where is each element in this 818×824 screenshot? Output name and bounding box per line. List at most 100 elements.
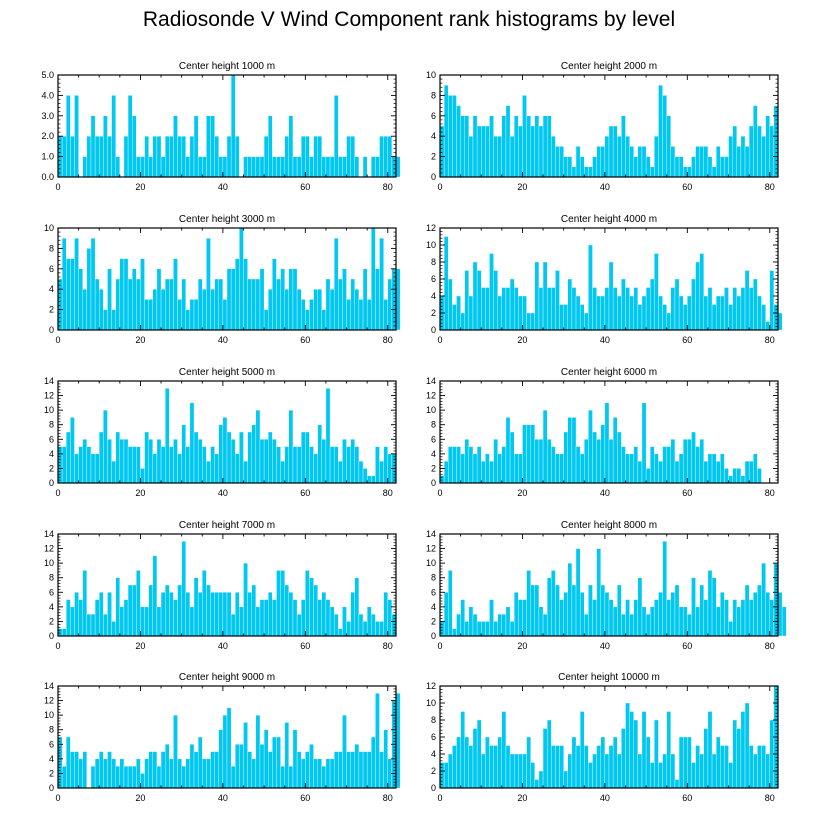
bar [617, 584, 622, 637]
bar [251, 156, 257, 178]
y-tick-label: 10 [426, 70, 436, 80]
bar [674, 460, 680, 484]
bar [753, 592, 758, 637]
bar [476, 621, 482, 637]
bar [777, 592, 783, 637]
bar [740, 136, 746, 178]
bar [111, 621, 116, 637]
bar [604, 753, 610, 789]
bar [173, 439, 178, 484]
bar [678, 295, 684, 331]
bar [575, 295, 581, 331]
bar [777, 312, 783, 331]
y-tick-label: 14 [44, 376, 54, 386]
y-tick-label: 8 [49, 725, 54, 735]
bar [284, 446, 290, 484]
bar [214, 453, 219, 484]
bar [695, 446, 700, 484]
bar [305, 309, 310, 331]
bar [152, 751, 158, 789]
bar [181, 765, 186, 789]
bar [127, 446, 133, 484]
bar [662, 541, 667, 637]
bar [658, 460, 663, 484]
bar [456, 613, 461, 637]
y-tick-label: 12 [44, 391, 54, 401]
x-tick-label: 40 [600, 182, 610, 192]
bar [518, 295, 523, 331]
histogram-panel-8: Center height 8000 m 0 20 40 60 80 0 2 4 6 8 10 12 14 [426, 520, 787, 651]
histogram-panel-5: Center height 5000 m 0 20 40 60 80 0 2 4 6 8 10 12 14 [44, 367, 397, 498]
bar [522, 753, 527, 789]
bar [625, 453, 630, 484]
bar [443, 762, 449, 789]
bar [301, 758, 306, 789]
bar [90, 238, 96, 331]
x-tick-label: 60 [300, 793, 310, 803]
bar [654, 136, 659, 178]
bar [57, 278, 63, 331]
y-tick-label: 6 [49, 739, 54, 749]
bar [333, 751, 339, 789]
bar [497, 453, 503, 484]
bar [202, 570, 207, 637]
bar [645, 287, 651, 331]
bar [476, 125, 482, 178]
bar [563, 156, 568, 178]
bar [214, 278, 219, 331]
bar [366, 299, 372, 331]
bar [753, 105, 758, 178]
bar [748, 460, 754, 484]
bar [86, 248, 92, 331]
bar [485, 287, 490, 331]
bar [247, 431, 252, 484]
bar [230, 74, 236, 178]
bar [600, 295, 606, 331]
bar [612, 736, 618, 789]
x-tick-label: 40 [218, 488, 228, 498]
bar [588, 244, 593, 331]
bar [78, 268, 83, 331]
bar [505, 417, 511, 484]
bar [391, 268, 397, 331]
bar [206, 460, 211, 484]
bar [111, 460, 116, 484]
bar [526, 570, 531, 637]
bar [439, 762, 445, 789]
bar [695, 745, 700, 789]
bar [596, 295, 601, 331]
y-tick-label: 10 [426, 558, 436, 568]
bar [74, 453, 79, 484]
bar [579, 711, 585, 789]
bar [57, 628, 63, 637]
bar [86, 613, 92, 637]
y-tick-label: 8 [49, 573, 54, 583]
bar [530, 424, 535, 484]
bar [695, 146, 700, 178]
bar [99, 289, 104, 331]
bar [280, 156, 285, 178]
bar [596, 745, 601, 789]
bar [284, 722, 290, 789]
bar [346, 621, 351, 637]
bar [509, 431, 515, 484]
x-tick-label: 20 [135, 488, 145, 498]
bar [325, 599, 331, 637]
bar [753, 753, 758, 789]
bar [123, 136, 129, 178]
bar [301, 431, 306, 484]
bar [90, 613, 96, 637]
bar [313, 453, 318, 484]
bar [66, 258, 71, 331]
bar [460, 599, 465, 637]
bar [542, 115, 548, 178]
bar [259, 156, 265, 178]
bar [551, 570, 556, 637]
x-tick-label: 40 [218, 182, 228, 192]
bar [255, 278, 261, 331]
bar [148, 584, 153, 637]
bar [641, 146, 647, 178]
bar [206, 115, 211, 178]
bar [497, 295, 503, 331]
bar [621, 115, 626, 178]
